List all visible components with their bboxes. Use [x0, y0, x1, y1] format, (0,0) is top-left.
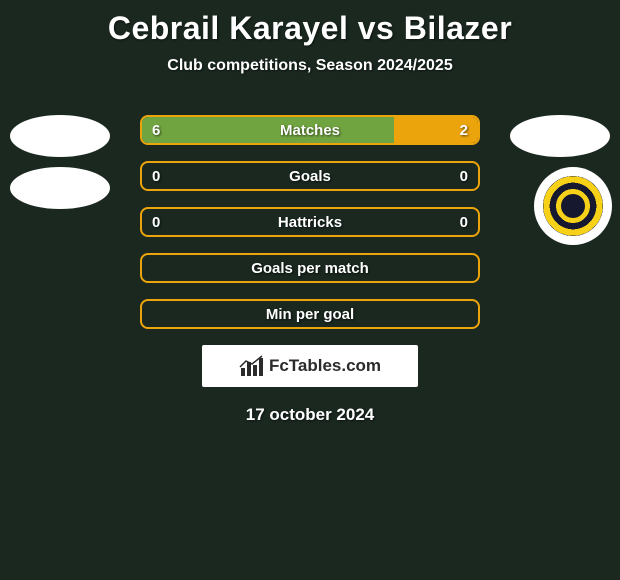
footer-brand-text: FcTables.com: [269, 356, 381, 376]
comparison-chart: Matches62Goals00Hattricks00Goals per mat…: [0, 115, 620, 329]
stat-bar-label: Hattricks: [142, 209, 478, 235]
stat-bars-container: Matches62Goals00Hattricks00Goals per mat…: [140, 115, 480, 329]
stat-bar-left-value: 0: [142, 163, 170, 189]
club-badge-icon: [543, 176, 603, 236]
bar-chart-icon: [239, 354, 263, 378]
footer-brand-logo: FcTables.com: [202, 345, 418, 387]
stat-bar-row: Goals0 0: [140, 161, 480, 191]
stat-bar-row: Goals per match: [140, 253, 480, 283]
stat-bar-right-value: 0: [450, 209, 478, 235]
stat-bar-label: Matches: [142, 117, 478, 143]
stat-bar-left-value: 6: [142, 117, 170, 143]
stat-bar-label: Goals per match: [142, 255, 478, 281]
footer-date: 17 october 2024: [0, 405, 620, 425]
stat-bar-row: Matches6 2: [140, 115, 480, 145]
stat-bar-right-value: 0: [450, 163, 478, 189]
stat-bar-label: Min per goal: [142, 301, 478, 327]
page-subtitle: Club competitions, Season 2024/2025: [0, 57, 620, 75]
player-right-club-badge: [534, 167, 612, 245]
player-right-avatar: [510, 115, 610, 157]
stat-bar-left-value: 0: [142, 209, 170, 235]
page-title: Cebrail Karayel vs Bilazer: [0, 0, 620, 47]
player-left-avatar-1: [10, 115, 110, 157]
player-left-avatar-2: [10, 167, 110, 209]
stat-bar-row: Hattricks0 0: [140, 207, 480, 237]
stat-bar-label: Goals: [142, 163, 478, 189]
stat-bar-right-value: 2: [450, 117, 478, 143]
stat-bar-row: Min per goal: [140, 299, 480, 329]
